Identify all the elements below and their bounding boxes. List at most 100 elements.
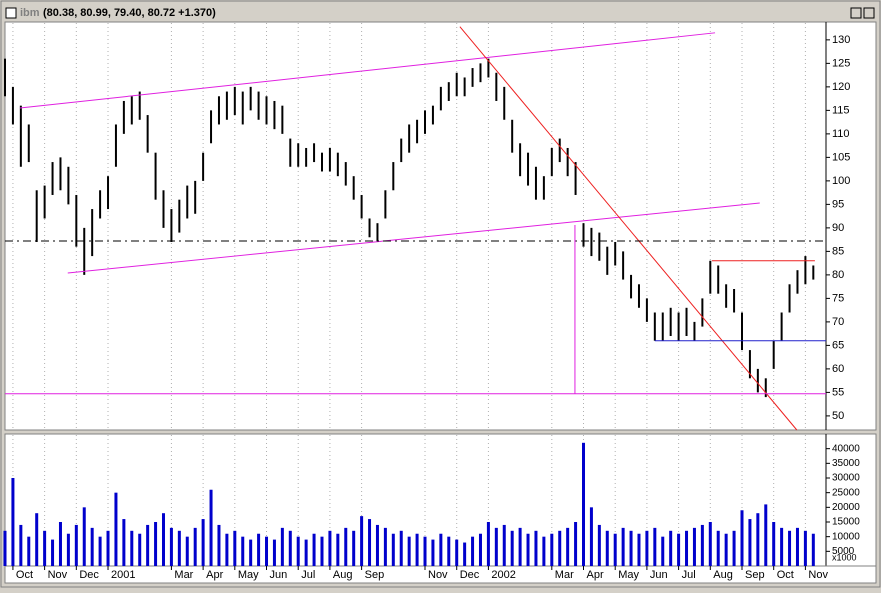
x-tick-label: Apr xyxy=(206,569,223,581)
volume-bar xyxy=(756,513,760,566)
x-tick-label: Dec xyxy=(460,569,480,581)
volume-bar xyxy=(423,536,427,566)
volume-bar xyxy=(82,507,86,566)
volume-bar xyxy=(122,519,126,566)
y-tick-label: 60 xyxy=(832,363,844,375)
volume-bar xyxy=(193,527,197,566)
volume-bar xyxy=(534,530,538,566)
unit-label: x1000 xyxy=(832,552,857,562)
volume-bar xyxy=(613,533,617,566)
volume-bar xyxy=(788,530,792,566)
volume-bar xyxy=(19,524,23,566)
volume-bar xyxy=(130,530,134,566)
volume-bar xyxy=(795,527,799,566)
volume-bar xyxy=(328,530,332,566)
volume-bar xyxy=(11,478,15,566)
volume-bar xyxy=(653,527,657,566)
y-tick-label: 95 xyxy=(832,198,844,210)
volume-bar xyxy=(558,530,562,566)
close-button[interactable] xyxy=(863,7,875,19)
x-tick-label: Aug xyxy=(713,569,733,581)
x-tick-label: Sep xyxy=(365,569,385,581)
volume-bar xyxy=(58,522,62,566)
volume-bar xyxy=(336,533,340,566)
x-tick-label: Mar xyxy=(174,569,193,581)
y-tick-label: 125 xyxy=(832,57,850,69)
volume-bar xyxy=(51,539,55,566)
volume-bar xyxy=(114,492,118,566)
volume-bar xyxy=(732,530,736,566)
y-tick-label: 85 xyxy=(832,245,844,257)
volume-panel xyxy=(4,433,877,567)
volume-bar xyxy=(257,533,261,566)
volume-bar xyxy=(463,542,467,566)
y-tick-label: 80 xyxy=(832,269,844,281)
y-tick-label: 30000 xyxy=(832,473,860,484)
volume-bar xyxy=(510,530,514,566)
volume-bar xyxy=(177,530,181,566)
volume-bar xyxy=(629,530,633,566)
volume-bar xyxy=(146,524,150,566)
volume-bar xyxy=(621,527,625,566)
volume-bar xyxy=(312,533,316,566)
y-tick-label: 15000 xyxy=(832,517,860,528)
volume-bar xyxy=(138,533,142,566)
volume-bar xyxy=(225,533,229,566)
volume-bar xyxy=(661,536,665,566)
y-tick-label: 115 xyxy=(832,104,850,116)
volume-bar xyxy=(217,524,221,566)
trend-line xyxy=(67,202,760,274)
volume-bar xyxy=(677,533,681,566)
y-tick-label: 55 xyxy=(832,386,844,398)
volume-bar xyxy=(352,530,356,566)
x-tick-label: Jun xyxy=(270,569,288,581)
y-tick-label: 130 xyxy=(832,34,850,46)
volume-bar xyxy=(685,530,689,566)
volume-bar xyxy=(280,527,284,566)
volume-bar xyxy=(589,507,593,566)
volume-bar xyxy=(161,513,165,566)
y-tick-label: 90 xyxy=(832,222,844,234)
x-tick-label: 2002 xyxy=(491,569,515,581)
restore-button[interactable] xyxy=(850,7,862,19)
volume-bar xyxy=(550,533,554,566)
volume-bar xyxy=(486,522,490,566)
volume-bar xyxy=(455,539,459,566)
y-tick-label: 110 xyxy=(832,128,850,140)
volume-bar xyxy=(74,524,78,566)
trend-line xyxy=(19,32,716,109)
volume-bar xyxy=(106,530,110,566)
volume-bar xyxy=(304,539,308,566)
symbol: ibm xyxy=(20,7,40,19)
volume-bar xyxy=(375,524,379,566)
volume-bar xyxy=(368,519,372,566)
x-tick-label: Mar xyxy=(555,569,574,581)
volume-bar xyxy=(169,527,173,566)
volume-bar xyxy=(265,536,269,566)
volume-bar xyxy=(415,533,419,566)
volume-bar xyxy=(185,536,189,566)
volume-bar xyxy=(233,530,237,566)
x-tick-label: Oct xyxy=(777,569,794,581)
volume-bar xyxy=(296,536,300,566)
quote: (80.38, 80.99, 79.40, 80.72 +1.370) xyxy=(43,7,216,19)
y-tick-label: 70 xyxy=(832,316,844,328)
volume-bar xyxy=(249,539,253,566)
x-tick-label: May xyxy=(238,569,259,581)
window-icon[interactable] xyxy=(5,7,17,19)
volume-bar xyxy=(241,536,245,566)
volume-bar xyxy=(708,522,712,566)
volume-bar xyxy=(518,527,522,566)
volume-bar xyxy=(344,527,348,566)
volume-bar xyxy=(716,530,720,566)
y-tick-label: 50 xyxy=(832,410,844,422)
volume-bar xyxy=(272,539,276,566)
trend-line xyxy=(459,26,798,431)
volume-bar xyxy=(90,527,94,566)
y-tick-label: 5000 xyxy=(832,546,855,557)
volume-bar xyxy=(502,524,506,566)
y-tick-label: 100 xyxy=(832,175,850,187)
y-tick-label: 75 xyxy=(832,292,844,304)
